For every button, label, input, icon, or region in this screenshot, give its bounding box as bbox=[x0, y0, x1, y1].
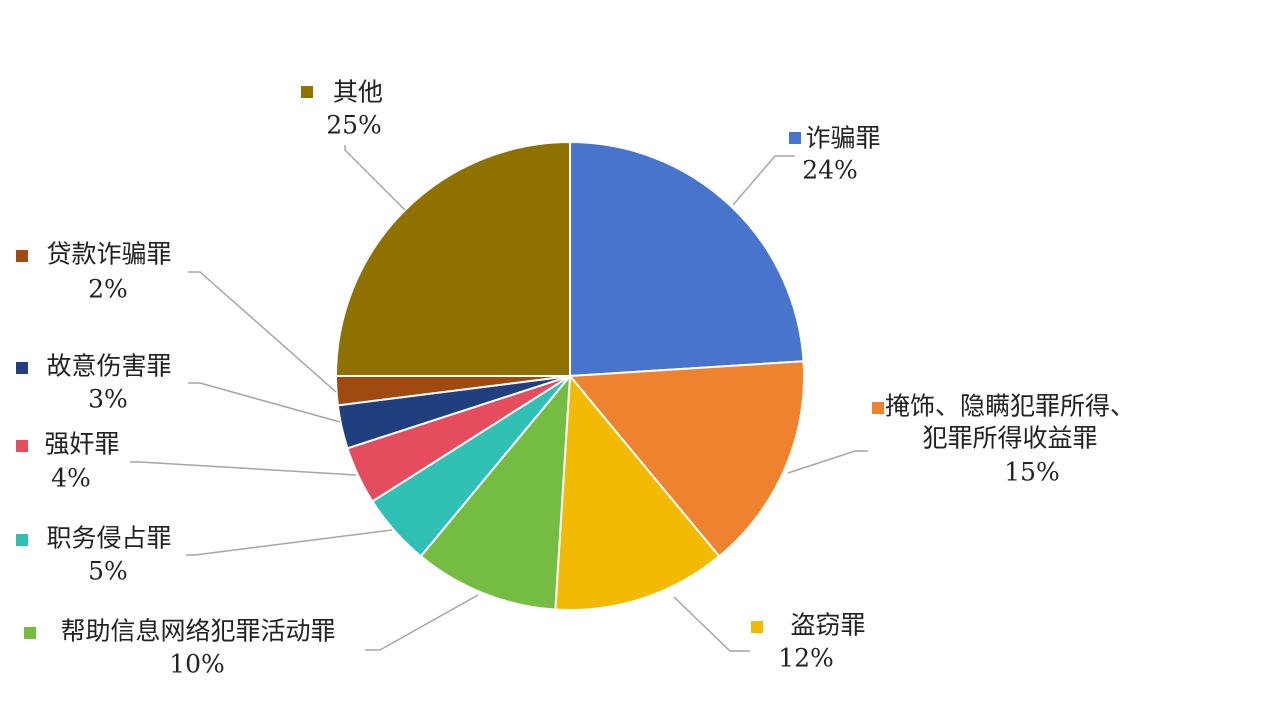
label-marker-9 bbox=[301, 86, 313, 98]
leader-lines bbox=[130, 145, 868, 652]
leader-line-4 bbox=[365, 594, 479, 651]
pie-slice-2 bbox=[567, 360, 805, 558]
slice-label-name-4: 帮助信息网络犯罪活动罪 bbox=[60, 617, 335, 646]
label-marker-7 bbox=[16, 362, 28, 374]
slice-label-name-3: 盗窃罪 bbox=[790, 611, 865, 640]
slice-label-percent-4: 10% bbox=[169, 650, 225, 679]
leader-line-1 bbox=[732, 155, 795, 206]
slice-label-percent-7: 3% bbox=[88, 385, 128, 414]
label-marker-1 bbox=[789, 132, 801, 144]
slice-label-percent-6: 4% bbox=[51, 464, 91, 493]
slice-label-name-2-line-1: 掩饰、隐瞒犯罪所得、 bbox=[885, 392, 1135, 421]
pie-slice-1 bbox=[569, 140, 805, 378]
slice-label-percent-3: 12% bbox=[778, 644, 834, 673]
slice-label-name-8: 贷款诈骗罪 bbox=[46, 240, 171, 269]
pie-slices bbox=[334, 140, 805, 611]
slice-label-percent-5: 5% bbox=[88, 557, 128, 586]
label-marker-8 bbox=[16, 250, 28, 262]
leader-line-6 bbox=[130, 461, 357, 476]
label-marker-2 bbox=[872, 402, 884, 414]
leader-line-3 bbox=[673, 596, 750, 652]
slice-label-name-6: 强奸罪 bbox=[44, 430, 119, 459]
leader-line-8 bbox=[188, 271, 337, 393]
slice-label-percent-2: 15% bbox=[1004, 458, 1060, 487]
slice-label-percent-9: 25% bbox=[326, 111, 382, 140]
pie-slice-3 bbox=[554, 373, 721, 611]
label-marker-4 bbox=[24, 627, 36, 639]
leader-line-9 bbox=[344, 145, 406, 211]
data-labels: 诈骗罪 24% 掩饰、隐瞒犯罪所得、犯罪所得收益罪 15% 盗窃罪 12% 帮助信息网络犯罪… bbox=[16, 78, 1135, 679]
slice-label-name-5: 职务侵占罪 bbox=[46, 524, 171, 553]
slice-label-name-2-line-2: 犯罪所得收益罪 bbox=[922, 424, 1097, 453]
leader-line-2 bbox=[787, 450, 868, 474]
slice-label-name-9: 其他 bbox=[333, 78, 383, 107]
label-marker-3 bbox=[751, 621, 763, 633]
slice-label-percent-8: 2% bbox=[88, 275, 128, 304]
slice-label-percent-1: 24% bbox=[802, 156, 858, 185]
slice-label-name-7: 故意伤害罪 bbox=[46, 352, 171, 381]
slice-label-name-1: 诈骗罪 bbox=[805, 124, 880, 153]
pie-slice-4 bbox=[419, 372, 572, 611]
leader-line-5 bbox=[186, 529, 393, 556]
label-marker-6 bbox=[16, 440, 28, 452]
pie-slice-9 bbox=[334, 140, 571, 377]
label-marker-5 bbox=[16, 534, 28, 546]
leader-line-7 bbox=[188, 382, 341, 423]
